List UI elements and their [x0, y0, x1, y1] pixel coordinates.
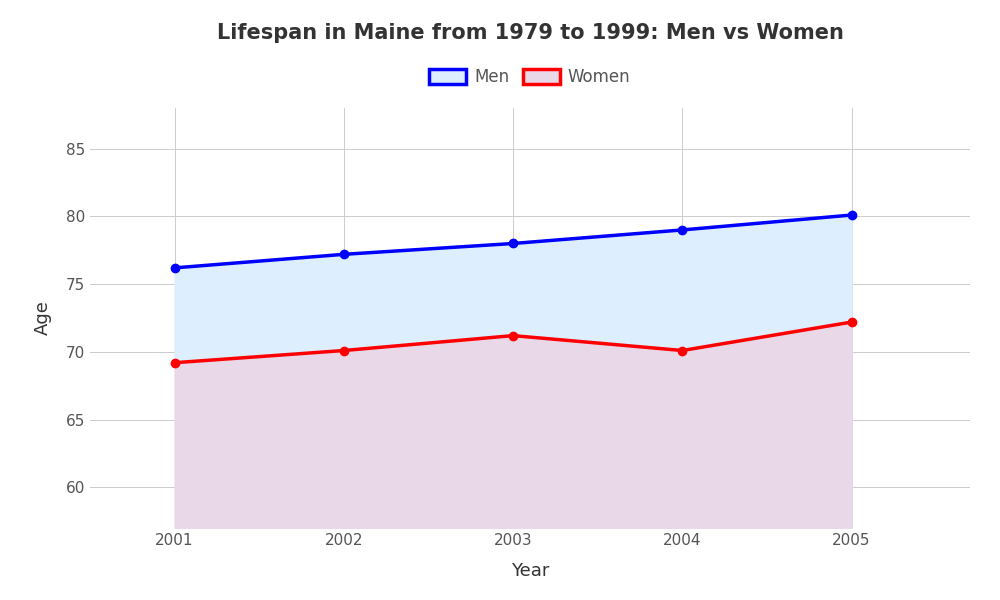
Line: Women: Women — [170, 318, 856, 367]
Legend: Men, Women: Men, Women — [423, 62, 637, 93]
Women — [846, 319, 858, 326]
Women — [507, 332, 519, 339]
Women — [338, 347, 350, 354]
X-axis label: Year: Year — [511, 562, 549, 580]
Women — [169, 359, 181, 367]
Line: Men: Men — [170, 211, 856, 272]
Y-axis label: Age: Age — [34, 301, 52, 335]
Men — [507, 240, 519, 247]
Men — [338, 251, 350, 258]
Men — [846, 211, 858, 218]
Title: Lifespan in Maine from 1979 to 1999: Men vs Women: Lifespan in Maine from 1979 to 1999: Men… — [217, 23, 843, 43]
Women — [676, 347, 688, 354]
Men — [169, 264, 181, 271]
Men — [676, 226, 688, 233]
